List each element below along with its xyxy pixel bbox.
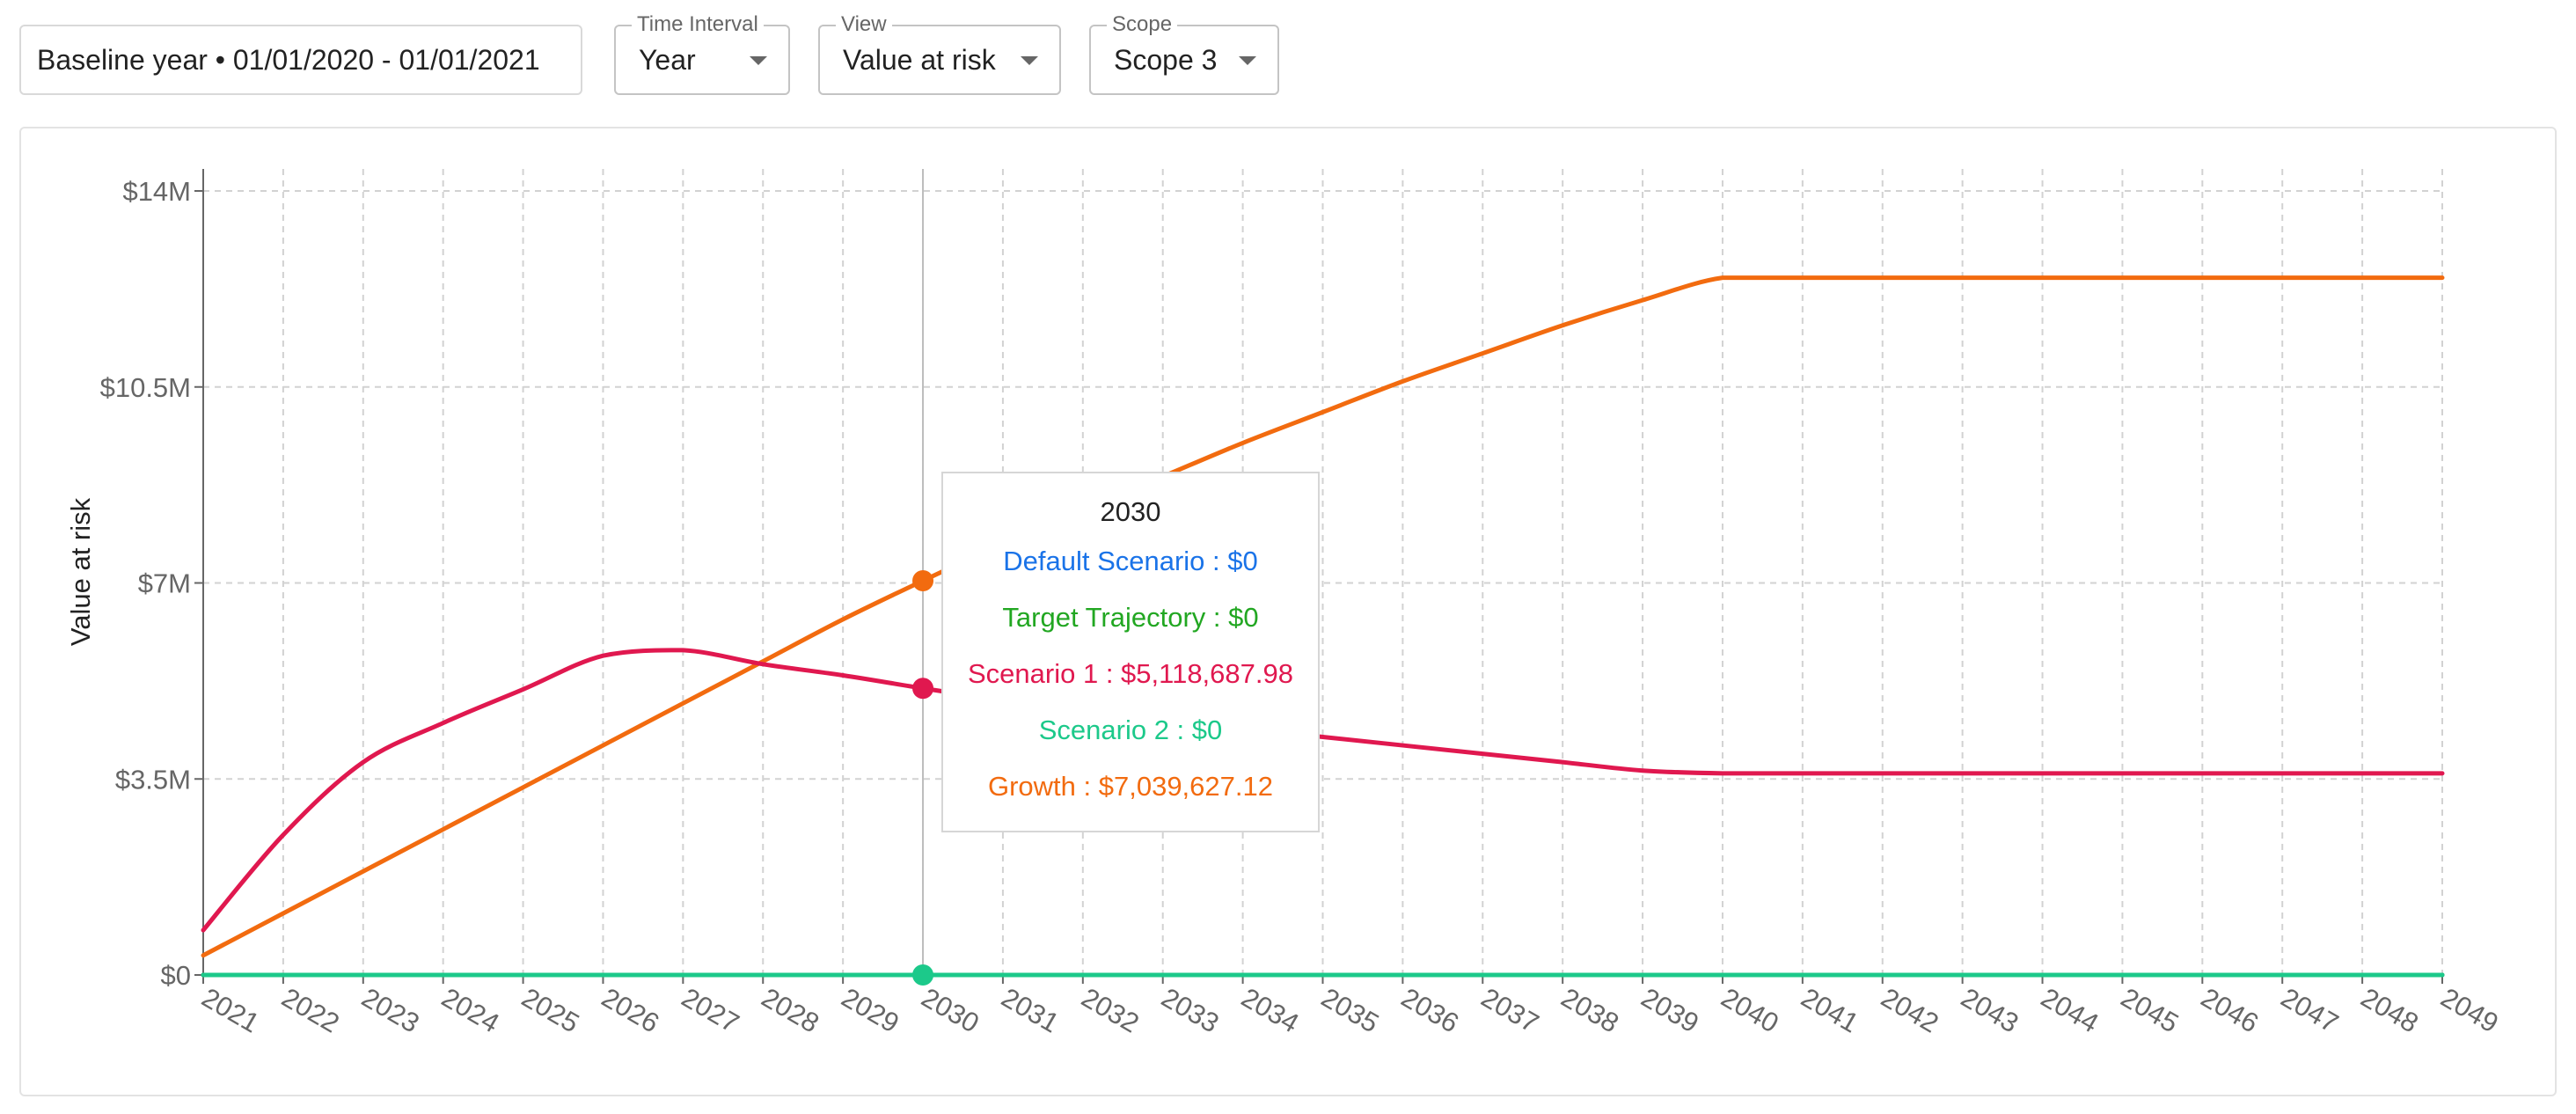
y-tick-label: $14M — [122, 176, 191, 207]
x-tick-label: 2044 — [2036, 982, 2104, 1039]
y-axis-title: Value at risk — [65, 497, 96, 646]
y-tick-label: $0 — [161, 960, 191, 991]
x-tick-label: 2026 — [596, 982, 664, 1039]
x-tick-label: 2023 — [356, 982, 424, 1039]
time-interval-select[interactable]: Time Interval Year — [614, 11, 790, 95]
x-tick-label: 2025 — [516, 982, 584, 1039]
hover-marker-scenario-2 — [912, 964, 934, 986]
chevron-down-icon — [1021, 56, 1038, 65]
x-tick-label: 2029 — [837, 982, 904, 1039]
y-tick-label: $7M — [138, 568, 191, 599]
x-tick-label: 2040 — [1716, 982, 1783, 1039]
tooltip-title: 2030 — [1100, 496, 1161, 527]
x-tick-label: 2042 — [1876, 982, 1943, 1039]
x-tick-label: 2049 — [2436, 982, 2504, 1039]
view-label: View — [836, 11, 892, 38]
x-tick-label: 2043 — [1956, 982, 2023, 1039]
x-tick-label: 2047 — [2276, 982, 2344, 1039]
x-tick-label: 2024 — [436, 982, 504, 1039]
series-line-growth — [201, 275, 2445, 958]
time-interval-value: Year — [639, 43, 696, 76]
x-tick-label: 2022 — [276, 982, 344, 1039]
y-tick-label: $10.5M — [100, 372, 191, 403]
hover-markers — [912, 569, 934, 986]
tooltip-row-scenario-1: Scenario 1 : $5,118,687.98 — [968, 658, 1293, 689]
chart-tooltip: 2030 Default Scenario : $0 Target Trajec… — [941, 472, 1320, 832]
tooltip-row-default-scenario: Default Scenario : $0 — [1003, 546, 1258, 576]
x-tick-label: 2030 — [917, 982, 984, 1039]
chevron-down-icon — [750, 56, 767, 65]
tooltip-row-target-trajectory: Target Trajectory : $0 — [1002, 602, 1259, 633]
x-tick-label: 2048 — [2356, 982, 2424, 1039]
view-select[interactable]: View Value at risk — [818, 11, 1061, 95]
tooltip-row-growth: Growth : $7,039,627.12 — [987, 771, 1273, 802]
x-tick-label: 2028 — [757, 982, 824, 1039]
x-tick-label: 2021 — [197, 982, 265, 1039]
x-tick-label: 2036 — [1396, 982, 1464, 1039]
x-tick-label: 2034 — [1236, 982, 1304, 1039]
scope-label: Scope — [1107, 11, 1178, 38]
grid — [202, 169, 2443, 976]
x-tick-label: 2031 — [996, 982, 1064, 1039]
x-tick-label: 2027 — [677, 982, 744, 1039]
hover-marker-scenario-1 — [912, 678, 934, 700]
baseline-year-field[interactable]: Baseline year • 01/01/2020 - 01/01/2021 — [19, 25, 582, 95]
scope-select[interactable]: Scope Scope 3 — [1089, 11, 1279, 95]
x-tick-label: 2045 — [2116, 982, 2184, 1039]
x-tick-label: 2046 — [2196, 982, 2264, 1039]
x-tick-label: 2033 — [1156, 982, 1224, 1039]
x-tick-label: 2039 — [1636, 982, 1704, 1039]
x-tick-label: 2038 — [1556, 982, 1624, 1039]
x-tick-label: 2035 — [1316, 982, 1384, 1039]
baseline-year-text: Baseline year • 01/01/2020 - 01/01/2021 — [37, 43, 540, 76]
x-tick-label: 2032 — [1076, 982, 1144, 1039]
tooltip-row-scenario-2: Scenario 2 : $0 — [1038, 715, 1223, 745]
view-value: Value at risk — [843, 43, 996, 76]
hover-marker-growth — [912, 569, 934, 591]
x-tick-label: 2041 — [1796, 982, 1863, 1039]
chevron-down-icon — [1239, 56, 1256, 65]
y-tick-label: $3.5M — [115, 764, 191, 795]
filter-bar: Baseline year • 01/01/2020 - 01/01/2021 … — [0, 0, 2576, 123]
chart-panel — [19, 127, 2557, 1096]
scope-value: Scope 3 — [1114, 43, 1218, 76]
time-interval-label: Time Interval — [632, 11, 764, 38]
x-tick-label: 2037 — [1476, 982, 1544, 1039]
